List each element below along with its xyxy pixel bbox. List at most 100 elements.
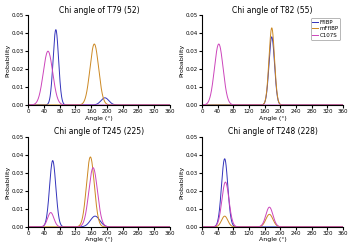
Legend: FfIBP, mFfIBP, C107S: FfIBP, mFfIBP, C107S	[311, 18, 341, 40]
mFfIBP	[26, 225, 30, 228]
FfIBP	[164, 225, 168, 228]
Y-axis label: Probability: Probability	[179, 165, 184, 199]
C107S	[95, 103, 99, 106]
C107S	[91, 166, 95, 169]
C107S	[337, 103, 341, 106]
mFfIBP	[95, 210, 99, 213]
FfIBP	[337, 103, 341, 106]
FfIBP	[51, 159, 55, 162]
mFfIBP	[207, 225, 211, 228]
C107S	[341, 103, 345, 106]
X-axis label: Angle (°): Angle (°)	[85, 237, 113, 243]
FfIBP	[268, 41, 273, 44]
mFfIBP	[269, 214, 273, 217]
FfIBP	[164, 103, 168, 106]
mFfIBP	[265, 216, 269, 219]
FfIBP	[91, 103, 96, 106]
C107S	[46, 50, 50, 53]
FfIBP	[95, 102, 99, 105]
C107S	[337, 225, 341, 228]
mFfIBP	[341, 225, 345, 228]
C107S	[138, 225, 142, 228]
mFfIBP	[267, 213, 272, 216]
mFfIBP	[270, 26, 274, 29]
FfIBP	[265, 90, 269, 93]
FfIBP	[200, 225, 204, 228]
Line: mFfIBP: mFfIBP	[28, 157, 170, 227]
C107S	[91, 166, 96, 169]
C107S	[164, 225, 168, 228]
mFfIBP	[88, 155, 92, 158]
FfIBP	[95, 216, 99, 218]
FfIBP	[33, 225, 38, 228]
Line: mFfIBP: mFfIBP	[202, 214, 343, 227]
Line: FfIBP: FfIBP	[28, 30, 170, 105]
mFfIBP	[26, 103, 30, 106]
Title: Chi angle of T79 (52): Chi angle of T79 (52)	[59, 5, 139, 15]
Line: C107S: C107S	[28, 168, 170, 227]
mFfIBP	[337, 103, 341, 106]
C107S	[207, 98, 211, 101]
C107S	[33, 102, 38, 105]
FfIBP	[341, 103, 345, 106]
Line: C107S: C107S	[202, 44, 343, 105]
X-axis label: Angle (°): Angle (°)	[259, 116, 286, 121]
mFfIBP	[337, 225, 341, 228]
Line: mFfIBP: mFfIBP	[202, 28, 343, 105]
FfIBP	[311, 103, 315, 106]
mFfIBP	[268, 33, 273, 36]
mFfIBP	[265, 88, 269, 91]
Line: C107S: C107S	[28, 51, 170, 105]
FfIBP	[337, 225, 341, 228]
Line: FfIBP: FfIBP	[202, 159, 343, 227]
Y-axis label: Probability: Probability	[179, 44, 184, 77]
mFfIBP	[164, 103, 168, 106]
FfIBP	[54, 28, 58, 31]
mFfIBP	[167, 225, 172, 228]
FfIBP	[167, 103, 172, 106]
C107S	[217, 42, 221, 45]
Y-axis label: Probability: Probability	[6, 44, 11, 77]
C107S	[337, 103, 341, 106]
C107S	[138, 103, 142, 106]
C107S	[26, 103, 30, 106]
C107S	[164, 103, 168, 106]
C107S	[95, 187, 99, 190]
FfIBP	[164, 103, 168, 106]
mFfIBP	[311, 225, 315, 228]
C107S	[207, 225, 211, 228]
mFfIBP	[200, 103, 204, 106]
Title: Chi angle of T248 (228): Chi angle of T248 (228)	[228, 127, 318, 136]
FfIBP	[337, 103, 341, 106]
mFfIBP	[341, 103, 345, 106]
FfIBP	[337, 225, 341, 228]
FfIBP	[341, 225, 345, 228]
C107S	[223, 181, 228, 184]
mFfIBP	[164, 225, 168, 228]
C107S	[341, 225, 345, 228]
mFfIBP	[91, 173, 96, 176]
X-axis label: Angle (°): Angle (°)	[85, 116, 113, 121]
C107S	[167, 225, 172, 228]
mFfIBP	[95, 54, 99, 57]
C107S	[200, 103, 204, 106]
FfIBP	[207, 225, 211, 228]
FfIBP	[270, 35, 274, 38]
X-axis label: Angle (°): Angle (°)	[259, 237, 286, 243]
FfIBP	[311, 225, 315, 228]
FfIBP	[138, 225, 142, 228]
Y-axis label: Probability: Probability	[6, 165, 11, 199]
FfIBP	[167, 225, 172, 228]
FfIBP	[26, 103, 30, 106]
FfIBP	[223, 157, 227, 160]
mFfIBP	[167, 103, 172, 106]
FfIBP	[138, 103, 142, 106]
FfIBP	[265, 225, 269, 228]
C107S	[269, 103, 273, 106]
C107S	[26, 225, 30, 228]
mFfIBP	[200, 225, 204, 228]
Title: Chi angle of T82 (55): Chi angle of T82 (55)	[232, 5, 313, 15]
FfIBP	[207, 103, 211, 106]
mFfIBP	[33, 225, 38, 228]
FfIBP	[200, 103, 204, 106]
